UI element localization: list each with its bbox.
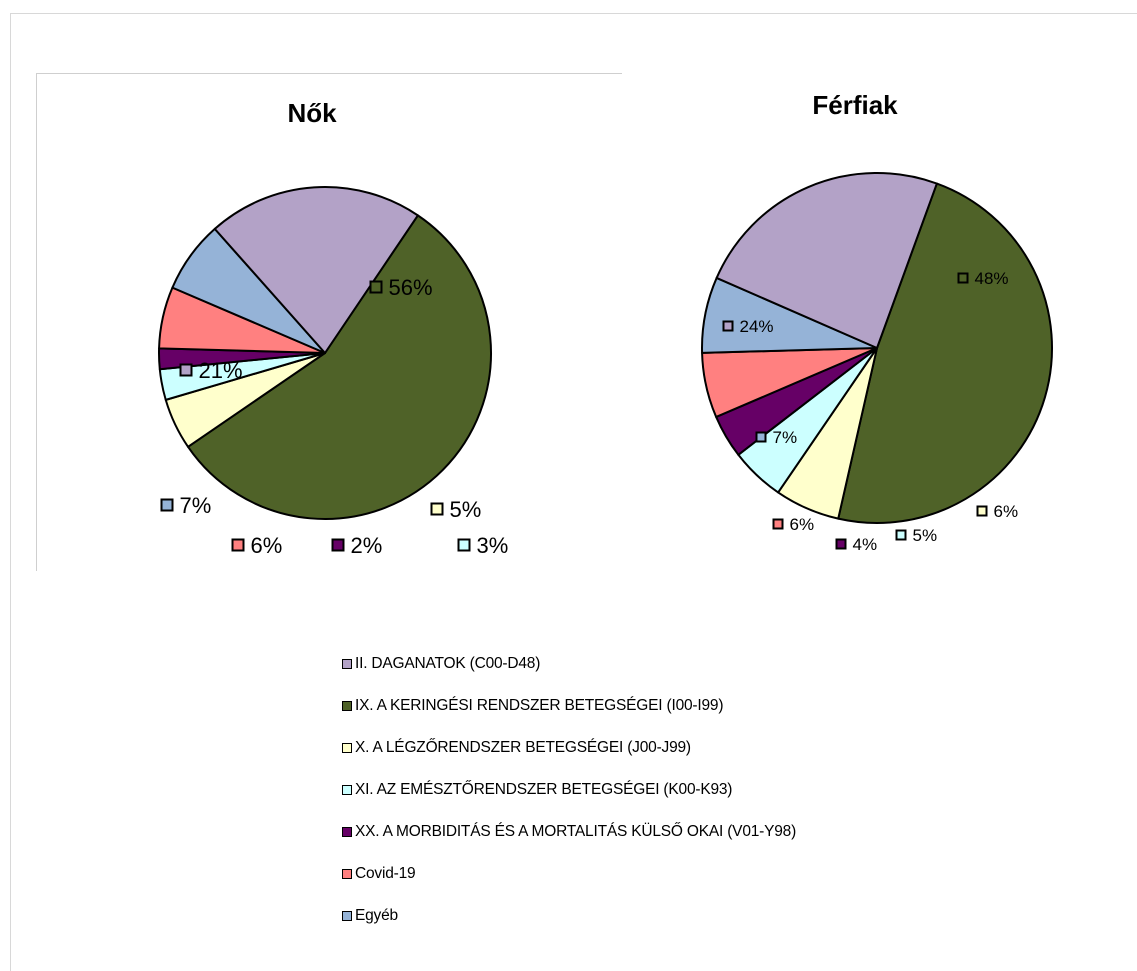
- legend-item: XI. AZ EMÉSZTŐRENDSZER BETEGSÉGEI (K00-K…: [342, 779, 732, 801]
- data-label: 7%: [160, 493, 212, 518]
- data-label-text: 4%: [853, 535, 878, 554]
- data-label-text: 21%: [199, 358, 243, 383]
- data-label-text: 3%: [477, 533, 509, 558]
- chart-area-left-border: [36, 73, 37, 571]
- data-label-text: 6%: [251, 533, 283, 558]
- data-label: 5%: [430, 497, 482, 522]
- legend-key-icon: [895, 529, 907, 541]
- legend-label: XX. A MORBIDITÁS ÉS A MORTALITÁS KÜLSŐ O…: [355, 823, 797, 840]
- data-label-text: 24%: [740, 317, 774, 336]
- data-label-text: 7%: [773, 428, 798, 447]
- data-label: 7%: [755, 428, 798, 447]
- data-label-text: 5%: [913, 526, 938, 545]
- legend-label: XI. AZ EMÉSZTŐRENDSZER BETEGSÉGEI (K00-K…: [355, 781, 733, 798]
- pie-slice: [213, 186, 419, 354]
- data-label: 2%: [331, 533, 383, 558]
- data-label-text: 2%: [351, 533, 383, 558]
- chart-title: Férfiak: [812, 90, 898, 120]
- data-label: 6%: [231, 533, 283, 558]
- legend-item: Egyéb: [342, 905, 398, 927]
- pie-slice: [187, 214, 492, 520]
- pie-chart-ferfiak: Férfiak 48% 6% 5% 4% 6% 7% 24%: [701, 90, 1053, 554]
- legend-item: IX. A KERINGÉSI RENDSZER BETEGSÉGEI (I00…: [342, 695, 723, 717]
- legend-key-icon: [430, 502, 444, 516]
- legend-label: Covid-19: [355, 865, 416, 882]
- pie-slice: [715, 172, 938, 349]
- frame-left-border: [10, 13, 11, 971]
- data-label-text: 6%: [790, 515, 815, 534]
- legend-swatch-icon: [342, 743, 352, 753]
- legend-item: X. A LÉGZŐRENDSZER BETEGSÉGEI (J00-J99): [342, 737, 691, 759]
- data-label: 48%: [957, 269, 1009, 288]
- data-label: 6%: [772, 515, 815, 534]
- data-label-text: 48%: [975, 269, 1009, 288]
- legend-key-icon: [835, 538, 847, 550]
- legend-swatch-icon: [342, 785, 352, 795]
- pie-slice: [837, 182, 1053, 524]
- data-label: 24%: [722, 317, 774, 336]
- legend-swatch-icon: [342, 701, 352, 711]
- data-label: 3%: [457, 533, 509, 558]
- legend-key-icon: [722, 320, 734, 332]
- pie-chart-nok: Nők 56% 5% 3% 2% 6% 7% 21%: [157, 98, 509, 558]
- legend-key-icon: [369, 280, 383, 294]
- data-label: 5%: [895, 526, 938, 545]
- legend-item: Covid-19: [342, 863, 416, 885]
- legend-label: Egyéb: [355, 907, 398, 924]
- legend-key-icon: [160, 498, 174, 512]
- legend-key-icon: [755, 431, 767, 443]
- data-label-text: 5%: [450, 497, 482, 522]
- data-label: 4%: [835, 535, 878, 554]
- chart-title: Nők: [287, 98, 337, 128]
- legend-swatch-icon: [342, 869, 352, 879]
- legend-label: IX. A KERINGÉSI RENDSZER BETEGSÉGEI (I00…: [355, 697, 724, 714]
- frame-top-border: [10, 13, 1137, 14]
- pie-charts: Nők 56% 5% 3% 2% 6% 7% 21% Férfiak 48% 6% 5% 4% 6% 7%…: [157, 90, 1053, 558]
- legend-item: XX. A MORBIDITÁS ÉS A MORTALITÁS KÜLSŐ O…: [342, 821, 796, 843]
- legend-key-icon: [772, 518, 784, 530]
- data-label-text: 56%: [389, 275, 433, 300]
- data-label: 21%: [179, 358, 243, 383]
- data-label-text: 6%: [994, 502, 1019, 521]
- legend-key-icon: [976, 505, 988, 517]
- legend-key-icon: [457, 538, 471, 552]
- data-label-text: 7%: [180, 493, 212, 518]
- legend-key-icon: [331, 538, 345, 552]
- legend-key-icon: [179, 363, 193, 377]
- legend-swatch-icon: [342, 827, 352, 837]
- legend-key-icon: [957, 272, 969, 284]
- chart-area-top-border: [36, 73, 622, 74]
- legend-label: X. A LÉGZŐRENDSZER BETEGSÉGEI (J00-J99): [355, 739, 691, 756]
- legend-swatch-icon: [342, 659, 352, 669]
- legend-label: II. DAGANATOK (C00-D48): [355, 655, 541, 672]
- data-label: 56%: [369, 275, 433, 300]
- legend-key-icon: [231, 538, 245, 552]
- legend-item: II. DAGANATOK (C00-D48): [342, 653, 540, 675]
- data-label: 6%: [976, 502, 1019, 521]
- legend-swatch-icon: [342, 911, 352, 921]
